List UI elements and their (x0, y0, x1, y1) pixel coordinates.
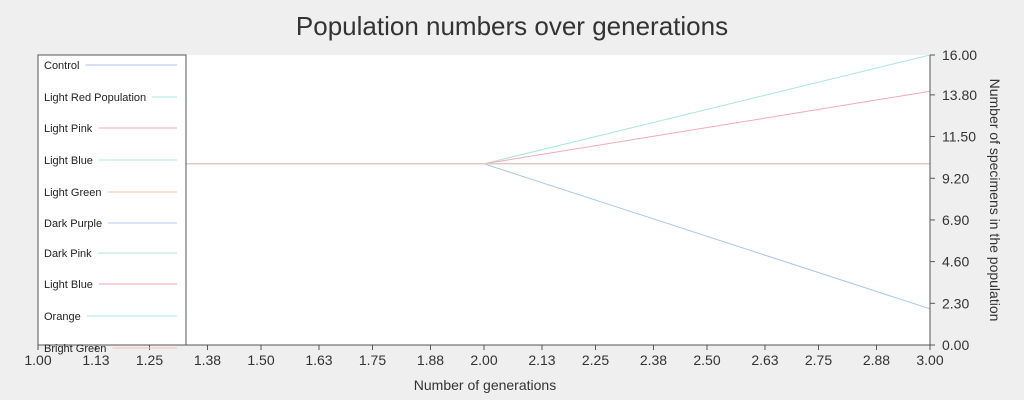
x-tick-label: 1.13 (82, 352, 109, 368)
axes-layer: 1.00 1.13 1.25 1.38 1.50 1.63 1.75 1.88 2.00 2.13… (24, 47, 977, 368)
x-tick-label: 1.25 (136, 352, 163, 368)
x-tick-label: 2.75 (805, 352, 832, 368)
legend: Control Light Red Population Light Pink Lig… (37, 54, 187, 355)
y-tick-label: 9.20 (942, 170, 969, 186)
legend-box (37, 54, 187, 346)
legend-label: Bright Green (44, 343, 106, 355)
x-tick-label: 3.00 (916, 352, 943, 368)
x-tick-label: 1.00 (24, 352, 51, 368)
x-tick-label: 2.63 (751, 352, 778, 368)
x-tick-label: 2.88 (863, 352, 890, 368)
x-tick-label: 1.50 (247, 352, 274, 368)
x-tick-label: 1.38 (194, 352, 221, 368)
y-axis-title: Number of specimens in the population (987, 79, 1003, 322)
x-tick-label: 1.88 (417, 352, 444, 368)
y-tick-label: 16.00 (942, 47, 977, 63)
x-tick-label: 1.75 (359, 352, 386, 368)
x-tick-label: 1.63 (305, 352, 332, 368)
series-layer (38, 54, 931, 310)
plot-area (38, 55, 930, 345)
legend-label: Control (44, 60, 79, 72)
x-tick-label: 2.00 (470, 352, 497, 368)
legend-label: Light Blue (44, 155, 93, 167)
x-tick-label: 2.13 (528, 352, 555, 368)
x-tick-label: 2.38 (640, 352, 667, 368)
y-tick-label: 2.30 (942, 295, 969, 311)
x-axis-title: Number of generations (414, 377, 556, 393)
legend-label: Light Pink (44, 123, 93, 135)
legend-label: Dark Pink (44, 248, 92, 260)
y-tick-label: 11.50 (942, 129, 976, 145)
legend-label: Light Blue (44, 279, 93, 291)
y-tick-label: 0.00 (942, 337, 969, 353)
x-tick-label: 2.50 (693, 352, 720, 368)
legend-label: Light Red Population (44, 92, 146, 104)
legend-label: Light Green (44, 187, 101, 199)
legend-label: Orange (44, 311, 81, 323)
y-tick-label: 13.80 (942, 87, 977, 103)
y-tick-label: 4.60 (942, 254, 969, 270)
x-tick-label: 2.25 (582, 352, 609, 368)
chart-title: Population numbers over generations (296, 11, 728, 41)
y-tick-label: 6.90 (942, 212, 969, 228)
legend-label: Dark Purple (44, 218, 102, 230)
